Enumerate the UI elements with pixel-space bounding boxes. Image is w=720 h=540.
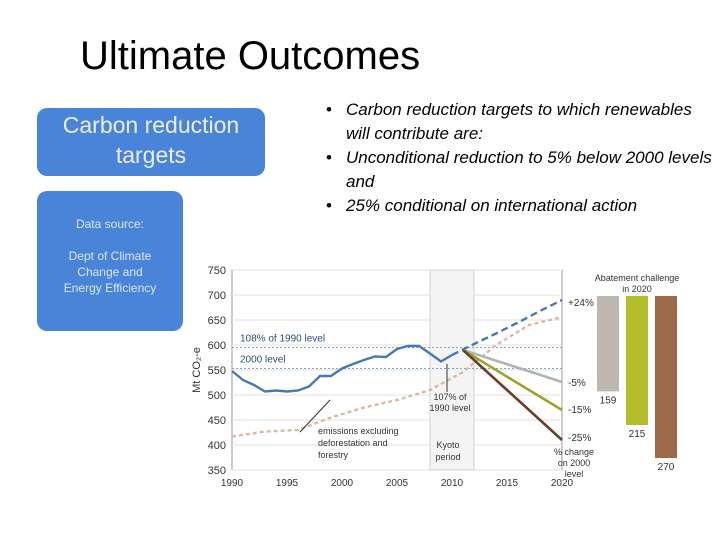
y-tick-label: 650 <box>208 315 226 327</box>
y-tick-label: 350 <box>208 465 226 477</box>
abatement-bar <box>655 296 677 458</box>
annotation-plus24: +24% <box>568 298 594 309</box>
bullet-item: Unconditional reduction to 5% below 2000… <box>326 146 718 194</box>
abatement-bar-label: 159 <box>600 395 617 406</box>
x-tick-label: 2020 <box>551 478 574 489</box>
abatement-title: Abatement challenge <box>595 273 680 283</box>
reference-line-label: 108% of 1990 level <box>240 334 325 345</box>
annotation-kyoto: period <box>435 452 460 462</box>
y-tick-label: 400 <box>208 440 226 452</box>
y-tick-label: 550 <box>208 365 226 377</box>
series-line <box>231 344 453 393</box>
abatement-bar <box>626 296 648 425</box>
series-line <box>462 348 563 384</box>
data-source-value: Dept of Climate Change and Energy Effici… <box>63 249 157 295</box>
y-tick-label: 600 <box>208 340 226 352</box>
y-axis-label: Mt CO₂-e <box>191 347 203 393</box>
annotation-excl-forestry: emissions excluding <box>318 426 399 436</box>
series-line <box>462 349 563 441</box>
x-tick-label: 1990 <box>221 478 244 489</box>
annotation-excl-forestry: deforestation and <box>318 438 388 448</box>
abatement-bar <box>597 296 619 392</box>
y-tick-label: 750 <box>208 265 226 277</box>
series-line <box>451 298 563 357</box>
annotation-107pct: 1990 level <box>429 403 470 413</box>
data-source-box: Data source: Dept of Climate Change and … <box>37 191 183 331</box>
abatement-bar-label: 215 <box>629 429 646 440</box>
series-line <box>231 315 563 438</box>
kyoto-period-band <box>429 269 475 471</box>
bullet-item: Carbon reduction targets to which renewa… <box>326 98 718 146</box>
annotation-minus15: -15% <box>568 405 591 416</box>
y-tick-label: 700 <box>208 290 226 302</box>
x-tick-label: 2000 <box>331 478 354 489</box>
x-tick-label: 2005 <box>386 478 409 489</box>
annotation-excl-forestry: forestry <box>318 450 349 460</box>
reference-line-label: 2000 level <box>240 355 286 366</box>
abatement-bar-label: 270 <box>658 462 675 473</box>
bullet-item: 25% conditional on international action <box>326 194 718 218</box>
header-box-text: Carbon reduction targets <box>62 112 240 168</box>
annotation-pct-change: % change <box>554 447 594 457</box>
annotation-minus25: -25% <box>568 433 591 444</box>
y-tick-label: 450 <box>208 415 226 427</box>
abatement-title: in 2020 <box>622 284 652 294</box>
annotation-pct-change: on 2000 <box>558 458 591 468</box>
callout-pointer <box>299 399 331 433</box>
page-title: Ultimate Outcomes <box>80 34 421 78</box>
bullet-list: Carbon reduction targets to which renewa… <box>326 98 718 218</box>
x-tick-label: 1995 <box>276 478 299 489</box>
header-box: Carbon reduction targets <box>37 108 265 176</box>
y-tick-label: 500 <box>208 390 226 402</box>
annotation-kyoto: Kyoto <box>436 440 459 450</box>
annotation-107pct: 107% of <box>433 392 467 402</box>
annotation-minus5: -5% <box>568 378 586 389</box>
x-tick-label: 2010 <box>441 478 464 489</box>
plot-frame <box>231 269 563 471</box>
data-source-label: Data source: <box>75 217 145 231</box>
series-line <box>462 348 563 412</box>
annotation-pct-change: level <box>565 469 584 479</box>
x-tick-label: 2015 <box>496 478 519 489</box>
